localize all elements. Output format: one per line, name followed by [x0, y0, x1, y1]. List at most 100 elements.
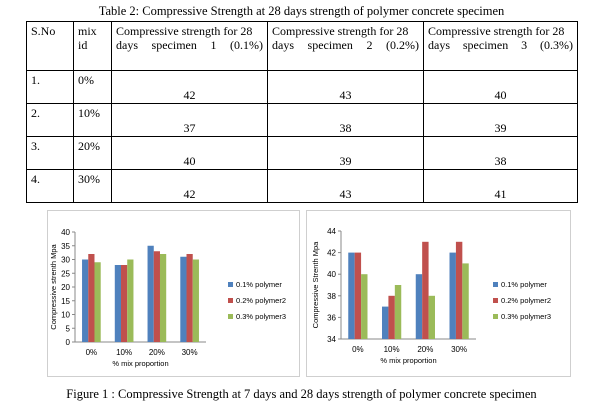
- bar: [361, 274, 368, 339]
- x-tick-label: 10%: [384, 345, 400, 354]
- bar: [388, 295, 395, 339]
- cell-specimen-3: 40: [423, 70, 578, 104]
- bar: [127, 259, 134, 342]
- x-tick-label: 20%: [417, 345, 433, 354]
- y-tick-label: 25: [61, 269, 70, 278]
- cell-specimen-1: 42: [111, 169, 268, 203]
- cell-specimen-3: 39: [423, 103, 578, 137]
- table-row: 1. 0% 42 43 40: [26, 70, 578, 104]
- bar: [394, 285, 402, 339]
- y-tick-label: 10: [61, 311, 70, 320]
- y-tick-label: 5: [66, 324, 71, 333]
- bar: [415, 274, 423, 339]
- compressive-strength-table: S.No mix id Compressive strength for 28 …: [26, 21, 578, 203]
- x-tick-label: 0%: [86, 348, 98, 357]
- legend-swatch: [228, 298, 233, 303]
- table-header-row: S.No mix id Compressive strength for 28 …: [26, 21, 578, 71]
- y-tick-label: 44: [327, 227, 336, 236]
- legend-label: 0.2% polymer2: [501, 296, 551, 305]
- bar: [348, 252, 355, 339]
- cell-specimen-2: 39: [267, 136, 424, 170]
- y-tick-label: 15: [61, 297, 70, 306]
- table-caption: Table 2: Compressive Strength at 28 days…: [98, 4, 505, 18]
- bar: [153, 251, 160, 342]
- legend-swatch: [228, 314, 233, 319]
- legend-swatch: [493, 314, 498, 319]
- bar: [88, 254, 95, 342]
- cell-sno: 3.: [26, 136, 74, 170]
- bar: [180, 256, 187, 342]
- header-specimen-1: Compressive strength for 28 days specime…: [111, 21, 268, 71]
- cell-specimen-3: 41: [423, 169, 578, 203]
- bar: [114, 265, 122, 342]
- y-tick-label: 38: [327, 292, 336, 301]
- table-row: 3. 20% 40 39 38: [26, 136, 578, 170]
- cell-specimen-1: 40: [111, 136, 268, 170]
- bar: [82, 259, 89, 342]
- y-tick-label: 20: [61, 283, 70, 292]
- y-axis-label: Compressive Strenth Mpa: [311, 241, 320, 329]
- y-tick-label: 30: [61, 256, 70, 265]
- bar: [354, 252, 362, 339]
- cell-mix-id: 20%: [73, 136, 112, 170]
- chart-7-days-svg: 0 5 10 15 20 25 30 35 40 0% 10% 20% 30% % mix proport…: [49, 228, 286, 368]
- cell-specimen-2: 43: [267, 169, 424, 203]
- cell-specimen-1: 37: [111, 103, 268, 137]
- y-tick-label: 36: [327, 313, 336, 322]
- cell-mix-id: 30%: [73, 169, 112, 203]
- legend-label: 0.1% polymer: [501, 280, 547, 289]
- y-tick-label: 42: [327, 249, 336, 258]
- x-axis-label: % mix proportion: [380, 356, 436, 365]
- bar: [192, 259, 199, 342]
- header-specimen-2: Compressive strength for 28 days specime…: [267, 21, 424, 71]
- cell-specimen-2: 43: [267, 70, 424, 104]
- y-tick-label: 34: [327, 335, 336, 344]
- cell-sno: 4.: [26, 169, 74, 203]
- x-axis-label: % mix proportion: [112, 359, 168, 368]
- legend-swatch: [228, 282, 233, 287]
- cell-specimen-2: 38: [267, 103, 424, 137]
- x-tick-label: 10%: [116, 348, 132, 357]
- y-axis-label: Compressive strenth Mpa: [49, 243, 58, 329]
- legend-label: 0.3% polymer3: [236, 312, 286, 321]
- y-tick-label: 40: [327, 270, 336, 279]
- cell-sno: 1.: [26, 70, 74, 104]
- header-mix-id: mix id: [73, 21, 112, 71]
- table-row: 2. 10% 37 38 39: [26, 103, 578, 137]
- legend-label: 0.1% polymer: [236, 280, 282, 289]
- bar: [186, 254, 193, 342]
- bar: [382, 306, 389, 339]
- cell-mix-id: 0%: [73, 70, 112, 104]
- cell-mix-id: 10%: [73, 103, 112, 137]
- cell-sno: 2.: [26, 103, 74, 137]
- x-tick-label: 0%: [352, 345, 364, 354]
- y-tick-label: 0: [66, 338, 71, 347]
- bar: [159, 254, 167, 342]
- chart-28-days: 34 36 38 40 42 44 0% 10% 20% 30% % mix proportion C…: [306, 210, 571, 377]
- cell-specimen-3: 38: [423, 136, 578, 170]
- bar: [455, 241, 463, 339]
- legend-label: 0.2% polymer2: [236, 296, 286, 305]
- figure-caption: Figure 1 : Compressive Strength at 7 day…: [66, 387, 537, 401]
- legend-label: 0.3% polymer3: [501, 312, 551, 321]
- header-specimen-3: Compressive strength for 28 days specime…: [423, 21, 578, 71]
- bar: [121, 265, 128, 342]
- cell-specimen-1: 42: [111, 70, 268, 104]
- header-sno: S.No: [26, 21, 74, 71]
- x-tick-label: 30%: [182, 348, 198, 357]
- legend-swatch: [493, 282, 498, 287]
- y-tick-label: 35: [61, 242, 70, 251]
- legend-swatch: [493, 298, 498, 303]
- table-row: 4. 30% 42 43 41: [26, 169, 578, 203]
- chart-28-days-svg: 34 36 38 40 42 44 0% 10% 20% 30% % mix proportion C…: [311, 227, 551, 365]
- bar: [147, 245, 154, 342]
- bar: [462, 263, 469, 339]
- bar: [422, 241, 429, 339]
- bar: [94, 262, 101, 342]
- x-tick-label: 30%: [451, 345, 467, 354]
- bar: [449, 252, 456, 339]
- x-tick-label: 20%: [149, 348, 165, 357]
- bar: [428, 295, 435, 339]
- y-tick-label: 40: [61, 228, 70, 237]
- chart-7-days: 0 5 10 15 20 25 30 35 40 0% 10% 20% 30% % mix proport…: [47, 210, 300, 377]
